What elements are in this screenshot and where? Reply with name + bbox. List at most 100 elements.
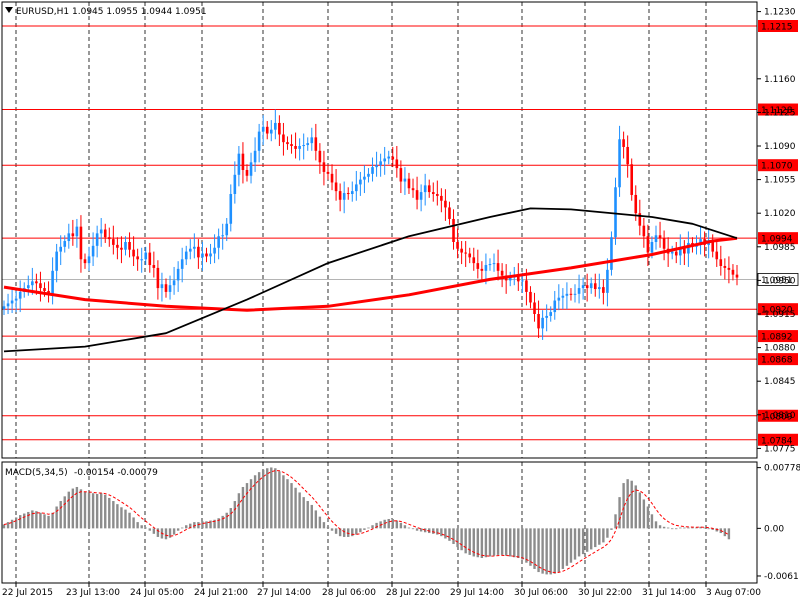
- macd-values: -0.00154 -0.00079: [74, 468, 158, 478]
- macd-bar: [120, 507, 123, 529]
- candle-body: [658, 235, 662, 239]
- macd-bar: [626, 479, 629, 529]
- price-tick-label: 1.0985: [764, 243, 796, 253]
- candle-body: [427, 185, 431, 193]
- macd-bar: [403, 525, 407, 529]
- price-tick-label: 1.0950: [764, 276, 796, 286]
- macd-bar: [638, 492, 642, 529]
- macd-tick-label: 0.00: [764, 524, 784, 534]
- candle-body: [679, 247, 682, 256]
- horizontal-levels[interactable]: 1.12151.11281.10701.09941.09201.08921.08…: [2, 20, 799, 446]
- time-label: 28 Jul 06:00: [322, 588, 376, 598]
- macd-bar: [318, 516, 322, 529]
- macd-bar: [642, 499, 646, 529]
- time-gridlines: [15, 2, 707, 583]
- current-price-tag: [757, 273, 799, 286]
- macd-bar: [707, 528, 710, 530]
- candle-body: [6, 303, 10, 307]
- candle-body: [500, 270, 504, 276]
- candle-body: [699, 239, 702, 245]
- macd-bar: [577, 528, 581, 557]
- macd-bar: [650, 514, 654, 529]
- candle-body: [646, 236, 650, 253]
- candle-body: [508, 277, 512, 281]
- candle-body: [213, 247, 216, 254]
- candle-body: [128, 242, 131, 250]
- macd-bar: [79, 489, 83, 529]
- level-label: 1.1070: [761, 162, 793, 172]
- level-label: 1.0868: [761, 356, 793, 366]
- price-pane-border: [1, 1, 758, 459]
- candle-body: [261, 126, 265, 132]
- macd-label: MACD(5,34,5): [5, 468, 68, 478]
- candle-body: [91, 245, 95, 257]
- macd-bar: [472, 528, 475, 557]
- candle-body: [152, 265, 156, 268]
- price-tick-label: 1.0810: [764, 411, 796, 421]
- macd-bar: [261, 469, 265, 529]
- macd-bar: [274, 468, 277, 529]
- macd-bar: [375, 522, 378, 529]
- macd-bar: [342, 528, 346, 537]
- macd-bar: [140, 525, 143, 529]
- candle-body: [265, 126, 269, 134]
- candle-body: [492, 263, 496, 265]
- time-label: 23 Jul 13:00: [66, 588, 120, 598]
- macd-bar: [63, 496, 66, 529]
- macd-bar: [124, 509, 127, 529]
- time-label: 3 Aug 07:00: [706, 588, 761, 598]
- macd-bar: [51, 512, 54, 529]
- candle-body: [282, 134, 285, 143]
- macd-bar: [444, 528, 447, 539]
- candle-body: [18, 291, 22, 299]
- macd-bar: [464, 528, 467, 554]
- candle-body: [589, 283, 593, 289]
- candle-body: [602, 287, 605, 293]
- macd-bar: [549, 528, 552, 575]
- candle-body: [318, 150, 322, 163]
- macd-bar: [492, 528, 496, 556]
- macd-bar: [10, 519, 14, 529]
- macd-bar: [144, 527, 147, 529]
- macd-bar: [39, 512, 42, 529]
- macd-bar: [225, 512, 228, 529]
- macd-bar: [330, 528, 334, 531]
- candle-body: [403, 178, 407, 182]
- macd-bar: [711, 528, 714, 530]
- macd-bar: [391, 518, 394, 529]
- price-tick-label: 1.1090: [764, 142, 796, 152]
- candle-body: [545, 315, 548, 318]
- macd-bar: [646, 506, 650, 529]
- macd-bar: [201, 521, 204, 529]
- candle-body: [99, 229, 103, 234]
- macd-bar: [407, 527, 411, 529]
- dropdown-triangle-icon[interactable]: [5, 7, 13, 13]
- macd-bar: [399, 522, 403, 529]
- candle-body: [75, 226, 79, 237]
- time-label: 30 Jul 06:00: [514, 588, 568, 598]
- moving-average-red: [3, 236, 738, 312]
- time-label: 29 Jul 14:00: [450, 588, 504, 598]
- level-label: 1.0994: [761, 235, 793, 245]
- macd-bar: [387, 518, 390, 529]
- candle-body: [103, 229, 107, 238]
- candle-body: [715, 251, 719, 260]
- macd-bar: [176, 528, 180, 531]
- macd-bar: [440, 528, 443, 537]
- candle-body: [95, 233, 99, 246]
- candle-body: [480, 268, 484, 271]
- macd-bar: [585, 528, 589, 552]
- macd-bar: [452, 528, 455, 544]
- macd-bar: [193, 522, 196, 529]
- candle-body: [650, 242, 654, 253]
- macd-bar: [573, 528, 577, 560]
- candle-body: [229, 194, 233, 224]
- macd-bar: [6, 522, 10, 529]
- macd-bar: [537, 528, 540, 573]
- macd-bar: [541, 528, 544, 574]
- candle-body: [326, 171, 330, 174]
- macd-bar: [557, 528, 561, 573]
- candle-body: [160, 284, 164, 289]
